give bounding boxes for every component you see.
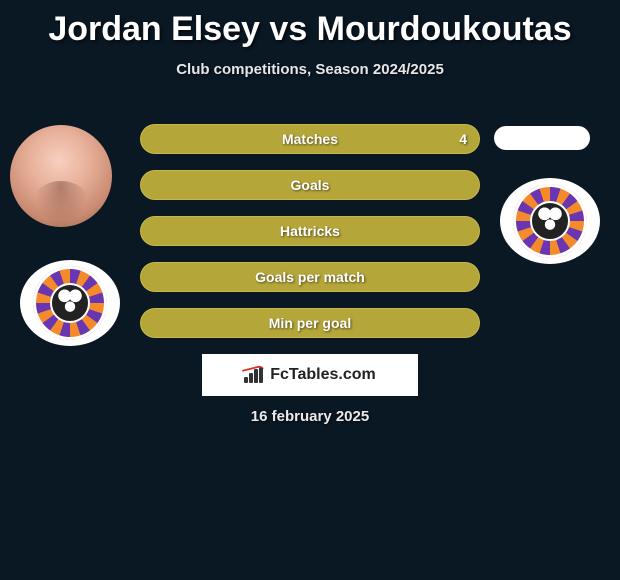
stat-label: Goals per match <box>255 269 365 285</box>
player-right-avatar <box>494 126 590 150</box>
stat-label: Min per goal <box>269 315 351 331</box>
player-left-avatar <box>10 125 112 227</box>
club-badge-right <box>500 178 600 264</box>
page-title: Jordan Elsey vs Mourdoukoutas <box>0 0 620 49</box>
brand-link[interactable]: FcTables.com <box>202 354 418 396</box>
stat-right-value: 4 <box>459 131 467 147</box>
subtitle: Club competitions, Season 2024/2025 <box>0 61 620 78</box>
perth-glory-icon <box>513 184 587 258</box>
stat-row-goals: Goals <box>140 170 480 200</box>
stat-row-goals-per-match: Goals per match <box>140 262 480 292</box>
club-badge-left <box>20 260 120 346</box>
stat-row-min-per-goal: Min per goal <box>140 308 480 338</box>
date-label: 16 february 2025 <box>0 408 620 425</box>
soccer-ball-icon <box>530 201 570 241</box>
stat-label: Goals <box>291 177 330 193</box>
stat-label: Matches <box>282 131 338 147</box>
brand-label: FcTables.com <box>270 366 376 384</box>
stat-row-matches: Matches 4 <box>140 124 480 154</box>
stat-row-hattricks: Hattricks <box>140 216 480 246</box>
stat-label: Hattricks <box>280 223 340 239</box>
stats-list: Matches 4 Goals Hattricks Goals per matc… <box>140 124 480 354</box>
perth-glory-icon <box>33 266 107 340</box>
soccer-ball-icon <box>50 283 90 323</box>
bar-chart-icon <box>244 367 264 383</box>
